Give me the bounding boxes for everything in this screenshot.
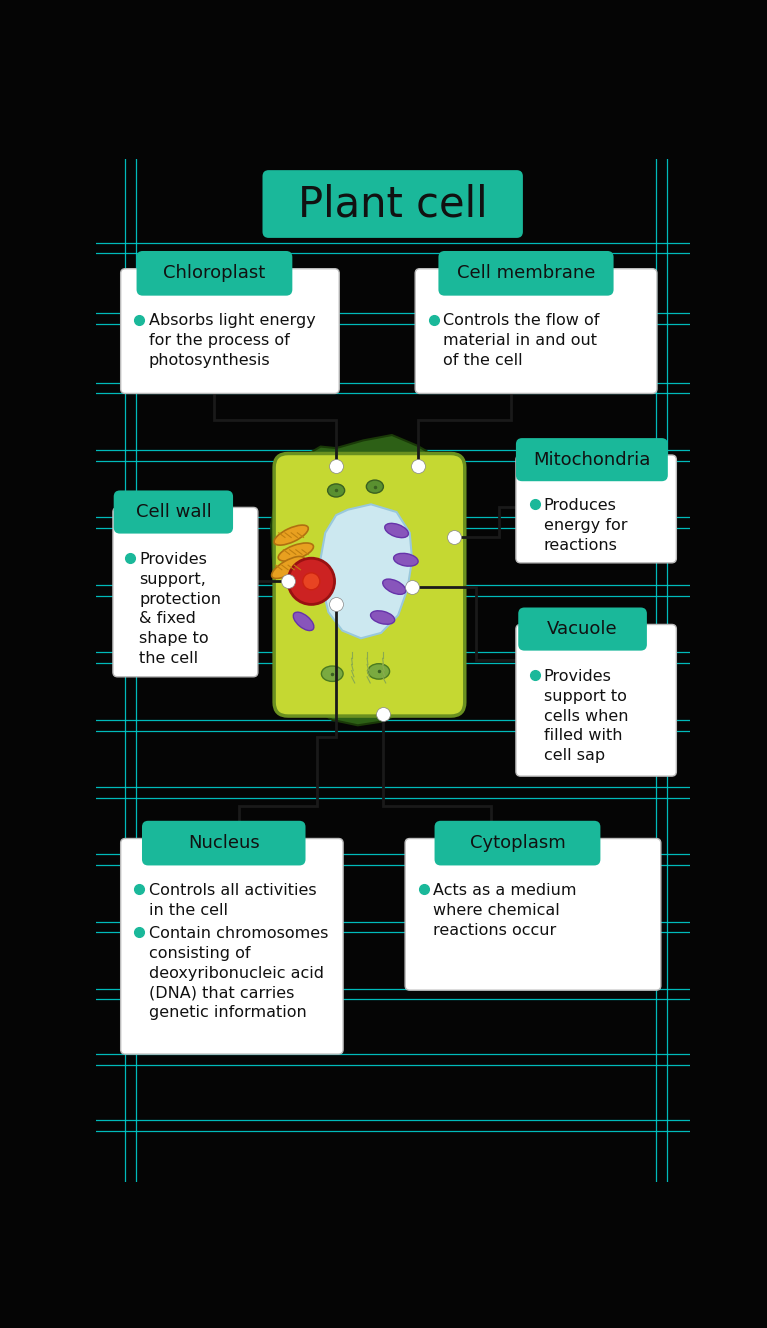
Ellipse shape	[393, 554, 418, 566]
Ellipse shape	[328, 483, 344, 497]
Ellipse shape	[321, 667, 343, 681]
FancyBboxPatch shape	[518, 607, 647, 651]
Ellipse shape	[278, 543, 314, 562]
Polygon shape	[271, 436, 462, 725]
Text: Absorbs light energy
for the process of
photosynthesis: Absorbs light energy for the process of …	[149, 313, 315, 368]
FancyBboxPatch shape	[415, 268, 657, 393]
FancyBboxPatch shape	[113, 507, 258, 677]
Text: Nucleus: Nucleus	[188, 834, 259, 853]
FancyBboxPatch shape	[142, 821, 305, 866]
Circle shape	[303, 572, 320, 590]
FancyBboxPatch shape	[516, 438, 668, 481]
Text: Cell membrane: Cell membrane	[457, 264, 595, 283]
Text: Controls the flow of
material in and out
of the cell: Controls the flow of material in and out…	[443, 313, 600, 368]
FancyBboxPatch shape	[120, 838, 343, 1054]
Text: Vacuole: Vacuole	[548, 620, 618, 637]
FancyBboxPatch shape	[120, 268, 339, 393]
Circle shape	[288, 558, 334, 604]
FancyBboxPatch shape	[405, 838, 661, 991]
FancyBboxPatch shape	[262, 170, 523, 238]
Text: Produces
energy for
reactions: Produces energy for reactions	[544, 498, 627, 552]
FancyBboxPatch shape	[114, 490, 233, 534]
Text: Cytoplasm: Cytoplasm	[469, 834, 565, 853]
Text: Provides
support,
protection
& fixed
shape to
the cell: Provides support, protection & fixed sha…	[140, 552, 221, 667]
FancyBboxPatch shape	[435, 821, 601, 866]
FancyBboxPatch shape	[516, 624, 676, 776]
Ellipse shape	[383, 579, 406, 595]
Text: Chloroplast: Chloroplast	[163, 264, 265, 283]
Polygon shape	[321, 505, 412, 639]
Ellipse shape	[293, 612, 314, 631]
FancyBboxPatch shape	[137, 251, 292, 296]
Ellipse shape	[274, 525, 308, 544]
FancyBboxPatch shape	[516, 456, 676, 563]
FancyBboxPatch shape	[274, 453, 465, 716]
Text: Provides
support to
cells when
filled with
cell sap: Provides support to cells when filled wi…	[544, 669, 628, 764]
Ellipse shape	[367, 479, 384, 493]
Text: Controls all activities
in the cell: Controls all activities in the cell	[149, 883, 316, 918]
Text: Cell wall: Cell wall	[136, 503, 211, 521]
Text: Contain chromosomes
consisting of
deoxyribonucleic acid
(DNA) that carries
genet: Contain chromosomes consisting of deoxyr…	[149, 927, 328, 1020]
Ellipse shape	[272, 556, 304, 579]
FancyBboxPatch shape	[439, 251, 614, 296]
Text: Mitochondria: Mitochondria	[533, 450, 650, 469]
Ellipse shape	[368, 664, 390, 679]
Text: Acts as a medium
where chemical
reactions occur: Acts as a medium where chemical reaction…	[433, 883, 577, 938]
Ellipse shape	[370, 611, 395, 624]
Text: Plant cell: Plant cell	[298, 183, 488, 224]
Ellipse shape	[385, 523, 408, 538]
